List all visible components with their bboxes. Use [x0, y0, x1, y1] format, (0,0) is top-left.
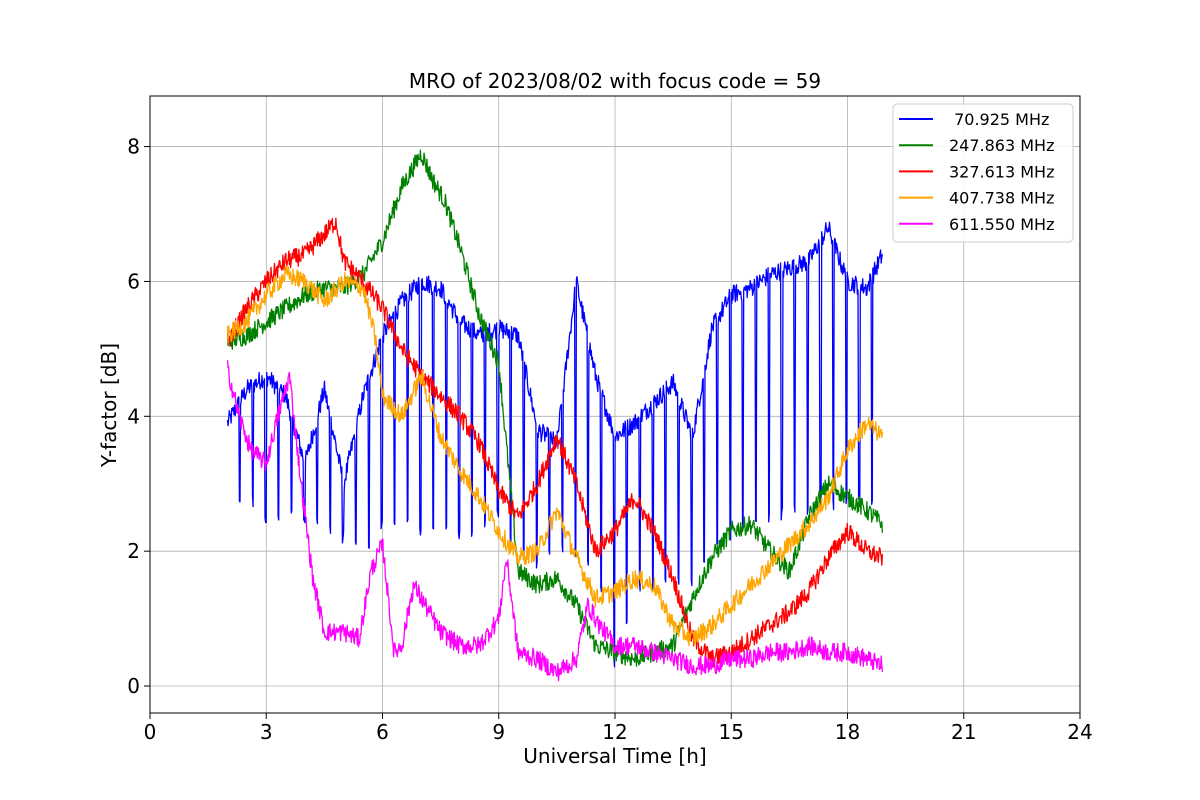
legend-label: 70.925 MHz: [949, 110, 1049, 129]
x-tick-label: 15: [719, 720, 744, 744]
y-tick-label: 2: [127, 539, 140, 563]
series-layer: [226, 149, 884, 682]
x-tick-label: 3: [260, 720, 273, 744]
x-tick-label: 21: [951, 720, 976, 744]
x-tick-label: 6: [376, 720, 389, 744]
x-tick-label: 12: [602, 720, 627, 744]
series-line-2: [226, 217, 884, 668]
legend-label: 611.550 MHz: [949, 215, 1054, 234]
y-tick-label: 0: [127, 674, 140, 698]
series-line-4: [226, 360, 884, 682]
chart-title: MRO of 2023/08/02 with focus code = 59: [409, 69, 821, 93]
x-tick-label: 24: [1067, 720, 1092, 744]
x-tick-label: 0: [144, 720, 157, 744]
x-tick-label: 18: [835, 720, 860, 744]
series-line-3: [226, 265, 884, 647]
x-axis-label: Universal Time [h]: [523, 744, 706, 768]
y-tick-label: 6: [127, 269, 140, 293]
x-tick-label: 9: [492, 720, 505, 744]
legend-box: [892, 103, 1074, 243]
legend-label: 247.863 MHz: [949, 136, 1054, 155]
y-tick-label: 8: [127, 135, 140, 159]
legend: 70.925 MHz 247.863 MHz 327.613 MHz 407.738 …: [892, 103, 1074, 243]
legend-label: 407.738 MHz: [949, 189, 1054, 208]
y-tick-label: 4: [127, 404, 140, 428]
legend-label: 327.613 MHz: [949, 162, 1054, 181]
y-axis-label: Y-factor [dB]: [97, 343, 121, 468]
